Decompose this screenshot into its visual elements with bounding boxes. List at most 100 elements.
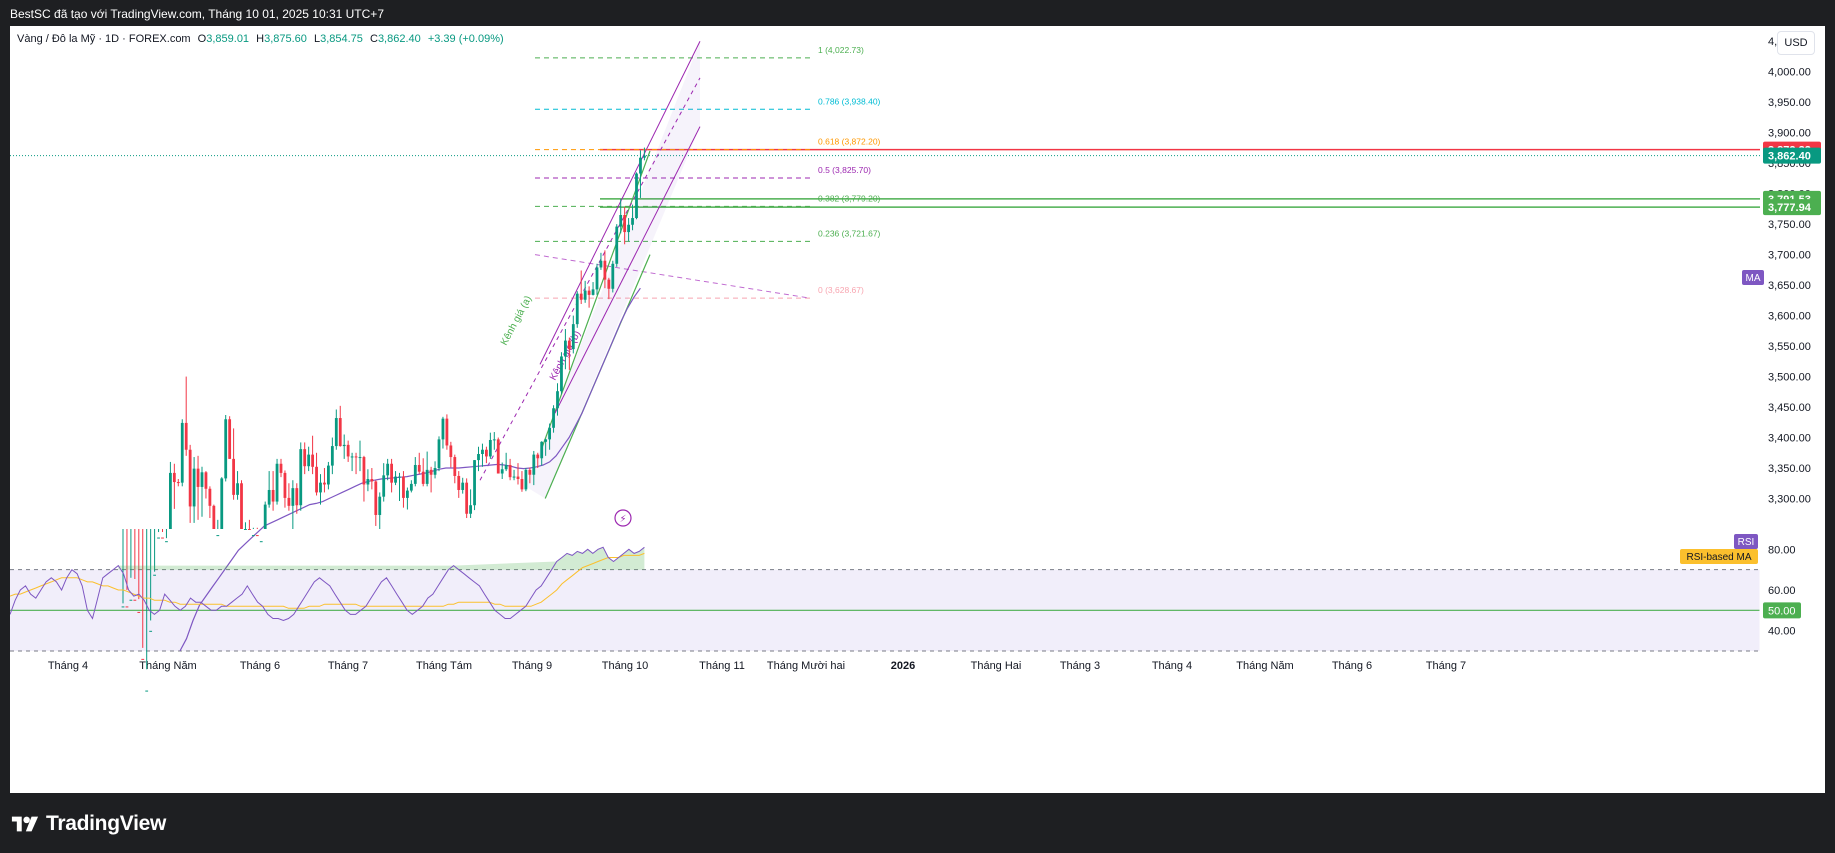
candle-body[interactable]	[180, 422, 184, 483]
candle-body[interactable]	[520, 479, 524, 490]
candle-body[interactable]	[188, 449, 192, 507]
candle-body[interactable]	[303, 449, 307, 467]
candle-body[interactable]	[583, 290, 587, 300]
candle-body[interactable]	[370, 479, 374, 482]
candle-body[interactable]	[133, 599, 137, 601]
ma-indicator-tag[interactable]	[1742, 270, 1764, 285]
candle-body[interactable]	[579, 293, 583, 300]
candle-body[interactable]	[263, 504, 267, 529]
candle-body[interactable]	[319, 482, 322, 493]
candle-body[interactable]	[240, 483, 243, 529]
candle-body[interactable]	[386, 463, 390, 476]
candle-body[interactable]	[275, 463, 279, 502]
candle-body[interactable]	[417, 464, 421, 472]
candle-body[interactable]	[599, 260, 603, 268]
candle-body[interactable]	[421, 471, 425, 484]
candle-body[interactable]	[311, 454, 314, 467]
candle-body[interactable]	[567, 340, 571, 350]
candle-body[interactable]	[500, 469, 504, 474]
candle-body[interactable]	[192, 468, 196, 507]
candle-body[interactable]	[413, 464, 417, 484]
event-marker-icon[interactable]	[614, 509, 632, 527]
candle-body[interactable]	[445, 418, 449, 446]
candle-body[interactable]	[564, 340, 567, 357]
candle-body[interactable]	[216, 535, 220, 537]
candle-body[interactable]	[571, 324, 575, 350]
candle-body[interactable]	[165, 541, 168, 543]
candle-body[interactable]	[536, 454, 540, 459]
rsi-ma-indicator-tag[interactable]	[1680, 549, 1758, 564]
candle-body[interactable]	[382, 475, 386, 497]
candle-body[interactable]	[342, 444, 346, 447]
candle-body[interactable]	[172, 472, 176, 483]
candle-body[interactable]	[560, 356, 563, 392]
candle-body[interactable]	[374, 481, 378, 515]
candle-body[interactable]	[627, 224, 630, 233]
candle-body[interactable]	[307, 454, 311, 467]
candle-body[interactable]	[279, 463, 283, 473]
candle-body[interactable]	[346, 444, 350, 457]
channel-b-lower[interactable]	[554, 126, 701, 414]
candle-body[interactable]	[591, 289, 595, 295]
candle-body[interactable]	[619, 215, 623, 227]
candle-body[interactable]	[184, 422, 188, 450]
candle-body[interactable]	[540, 441, 544, 459]
candle-body[interactable]	[129, 599, 133, 601]
candle-body[interactable]	[461, 482, 465, 490]
candle-body[interactable]	[635, 173, 638, 219]
candle-body[interactable]	[251, 535, 255, 537]
candle-body[interactable]	[295, 488, 299, 506]
candle-body[interactable]	[299, 449, 303, 506]
candle-body[interactable]	[125, 606, 129, 608]
candle-body[interactable]	[504, 464, 508, 470]
candle-body[interactable]	[512, 476, 516, 478]
price-tag[interactable]	[1763, 199, 1821, 216]
candle-body[interactable]	[271, 489, 275, 502]
ma-line[interactable]	[179, 287, 641, 652]
candle-body[interactable]	[121, 606, 125, 608]
candle-body[interactable]	[327, 465, 330, 485]
candle-body[interactable]	[437, 439, 441, 469]
candle-body[interactable]	[615, 226, 619, 264]
candle-body[interactable]	[208, 488, 212, 506]
candle-body[interactable]	[488, 439, 492, 457]
candle-body[interactable]	[465, 482, 469, 514]
candle-body[interactable]	[528, 469, 532, 475]
candle-body[interactable]	[639, 157, 642, 174]
candle-body[interactable]	[212, 505, 216, 529]
candle-body[interactable]	[236, 483, 239, 495]
candle-body[interactable]	[161, 537, 164, 539]
candle-body[interactable]	[469, 505, 472, 514]
candle-body[interactable]	[607, 279, 611, 289]
candle-body[interactable]	[149, 630, 153, 632]
legend-symbol[interactable]: Vàng / Đô la Mỹ · 1D · FOREX.com	[17, 33, 191, 45]
candle-body[interactable]	[524, 469, 528, 490]
candle-body[interactable]	[631, 218, 634, 225]
candle-body[interactable]	[449, 445, 453, 458]
candle-body[interactable]	[457, 475, 461, 490]
candle-body[interactable]	[453, 457, 457, 476]
candle-body[interactable]	[330, 446, 334, 466]
candle-body[interactable]	[532, 454, 536, 475]
tradingview-brand[interactable]: TradingView	[10, 810, 166, 838]
candle-body[interactable]	[169, 472, 172, 529]
candle-body[interactable]	[354, 456, 358, 458]
candle-body[interactable]	[350, 456, 354, 458]
candle-body[interactable]	[516, 476, 520, 480]
candle-body[interactable]	[338, 418, 342, 447]
rsi-indicator-tag[interactable]	[1734, 534, 1758, 549]
candle-body[interactable]	[145, 690, 149, 692]
candle-body[interactable]	[611, 263, 615, 289]
candle-body[interactable]	[441, 418, 445, 440]
rsi-line[interactable]	[10, 546, 645, 622]
candle-body[interactable]	[141, 658, 145, 660]
candle-body[interactable]	[248, 529, 251, 530]
candle-body[interactable]	[473, 460, 476, 506]
candle-body[interactable]	[137, 611, 141, 613]
candle-body[interactable]	[244, 529, 247, 530]
candle-body[interactable]	[204, 472, 208, 489]
candle-body[interactable]	[283, 472, 287, 498]
candle-body[interactable]	[552, 408, 555, 428]
candle-body[interactable]	[390, 463, 393, 483]
candle-body[interactable]	[477, 454, 480, 461]
